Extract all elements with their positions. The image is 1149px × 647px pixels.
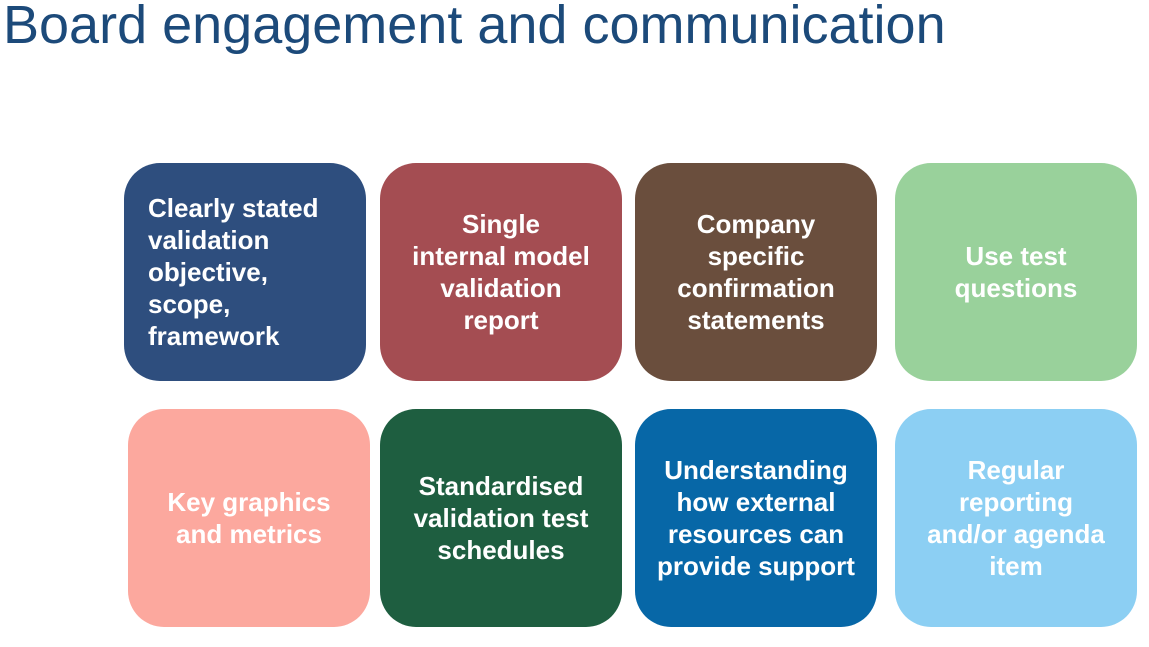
tile-validation-objective: Clearly stated validation objective, sco… [124,163,366,381]
tile-label: Company specific confirmation statements [677,209,835,335]
tile-label: Key graphics and metrics [167,487,331,549]
tile-validation-report: Single internal model validation report [380,163,622,381]
tile-label: Standardised validation test schedules [413,471,589,565]
tile-label: Single internal model validation report [412,209,590,335]
tile-label: Regular reporting and/or agenda item [927,455,1105,581]
tile-key-graphics: Key graphics and metrics [128,409,370,627]
tile-label: Use test questions [954,241,1078,303]
tile-external-resources: Understanding how external resources can… [635,409,877,627]
tile-regular-reporting: Regular reporting and/or agenda item [895,409,1137,627]
page-title: Board engagement and communication [3,0,946,55]
tile-label: Understanding how external resources can… [657,455,855,581]
tile-use-test-questions: Use test questions [895,163,1137,381]
tile-label: Clearly stated validation objective, sco… [148,193,319,351]
tile-test-schedules: Standardised validation test schedules [380,409,622,627]
tile-confirmation-statements: Company specific confirmation statements [635,163,877,381]
